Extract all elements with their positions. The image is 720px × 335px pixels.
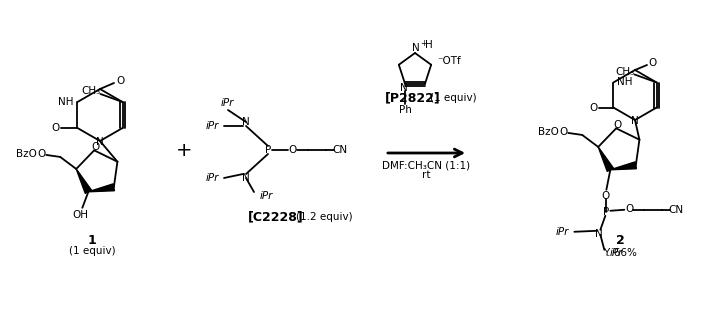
- Text: [P2822]: [P2822]: [385, 91, 441, 105]
- Text: N: N: [400, 83, 408, 93]
- Text: 1: 1: [88, 233, 96, 247]
- Text: N: N: [242, 117, 250, 127]
- Text: [C2228]: [C2228]: [248, 210, 304, 223]
- Text: CN: CN: [669, 205, 684, 215]
- Text: CH₃: CH₃: [615, 67, 634, 76]
- Text: (1 equiv): (1 equiv): [68, 246, 115, 256]
- Text: P: P: [603, 207, 610, 217]
- Text: O: O: [559, 127, 567, 137]
- Polygon shape: [611, 162, 636, 170]
- Polygon shape: [76, 150, 117, 192]
- Text: O: O: [289, 145, 297, 155]
- Text: CN: CN: [333, 145, 348, 155]
- Polygon shape: [598, 147, 613, 172]
- Text: O: O: [613, 120, 621, 130]
- Text: O: O: [116, 76, 124, 86]
- Text: N: N: [595, 229, 603, 239]
- Polygon shape: [76, 169, 91, 193]
- Text: BzO: BzO: [16, 149, 37, 159]
- Text: iPr: iPr: [205, 121, 219, 131]
- Text: +: +: [176, 140, 192, 159]
- Text: H: H: [425, 40, 433, 50]
- Text: ⁻OTf: ⁻OTf: [437, 56, 461, 66]
- Text: NH: NH: [617, 76, 633, 86]
- Text: +: +: [420, 39, 428, 48]
- Text: O: O: [601, 191, 610, 201]
- Text: 2: 2: [616, 233, 624, 247]
- Text: iPr: iPr: [556, 227, 569, 237]
- Text: Y. 66%: Y. 66%: [603, 248, 637, 258]
- Text: O: O: [51, 123, 60, 133]
- Text: Ph: Ph: [399, 105, 411, 115]
- Text: iPr: iPr: [610, 248, 623, 258]
- Text: NH: NH: [58, 97, 73, 107]
- Text: P: P: [265, 145, 271, 155]
- Text: O: O: [37, 149, 45, 159]
- Text: BzO: BzO: [538, 127, 559, 137]
- Text: N: N: [242, 173, 250, 183]
- Text: iPr: iPr: [220, 98, 234, 108]
- Text: O: O: [625, 204, 634, 214]
- Text: CH₃: CH₃: [81, 86, 100, 96]
- Text: iPr: iPr: [205, 173, 219, 183]
- Text: N: N: [412, 43, 420, 53]
- Text: (1 equiv): (1 equiv): [430, 93, 477, 103]
- Text: OH: OH: [72, 210, 89, 220]
- Text: N: N: [96, 137, 104, 147]
- Polygon shape: [89, 184, 114, 192]
- Text: iPr: iPr: [259, 191, 273, 201]
- Text: DMF:CH₃CN (1:1): DMF:CH₃CN (1:1): [382, 160, 470, 170]
- Text: O: O: [649, 58, 657, 68]
- Polygon shape: [598, 128, 639, 170]
- Text: rt: rt: [422, 170, 431, 180]
- Text: O: O: [91, 142, 99, 152]
- Text: O: O: [589, 103, 598, 113]
- Text: N: N: [631, 116, 639, 126]
- Text: (1.2 equiv): (1.2 equiv): [296, 212, 353, 222]
